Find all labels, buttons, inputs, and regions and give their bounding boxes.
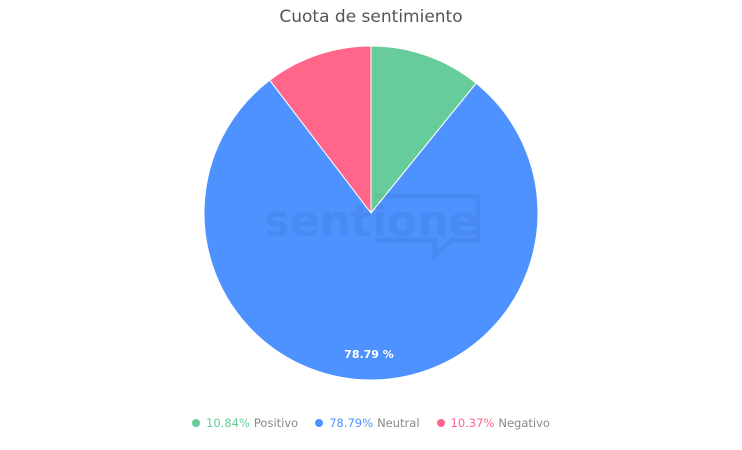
watermark-bubble-icon [375, 193, 481, 262]
legend-dot-icon [436, 419, 445, 427]
legend-dot-icon [315, 419, 324, 427]
legend-value: 78.79% [329, 416, 374, 430]
legend-dot-icon [192, 419, 201, 427]
pie-slice-negativo[interactable] [269, 45, 372, 215]
legend-value: 10.37% [450, 416, 495, 430]
legend-label: Negativo [498, 416, 550, 430]
legend-item-neutral[interactable]: 78.79% Neutral [315, 416, 420, 430]
watermark-logo: sentione [264, 196, 479, 247]
legend-label: Neutral [377, 416, 420, 430]
data-label-neutral: 78.79 % [344, 348, 394, 361]
legend-item-negativo[interactable]: 10.37% Negativo [436, 416, 550, 430]
legend-label: Positivo [253, 416, 299, 430]
legend-item-positivo[interactable]: 10.84% Positivo [192, 416, 298, 430]
legend-value: 10.84% [206, 416, 250, 430]
legend: 10.84% Positivo 78.79% Neutral 10.37% Negativ… [0, 416, 742, 430]
chart-title: Cuota de sentimiento [279, 7, 463, 27]
pie-slice-neutral[interactable] [203, 79, 539, 381]
pie-slice-positivo[interactable] [370, 45, 477, 215]
